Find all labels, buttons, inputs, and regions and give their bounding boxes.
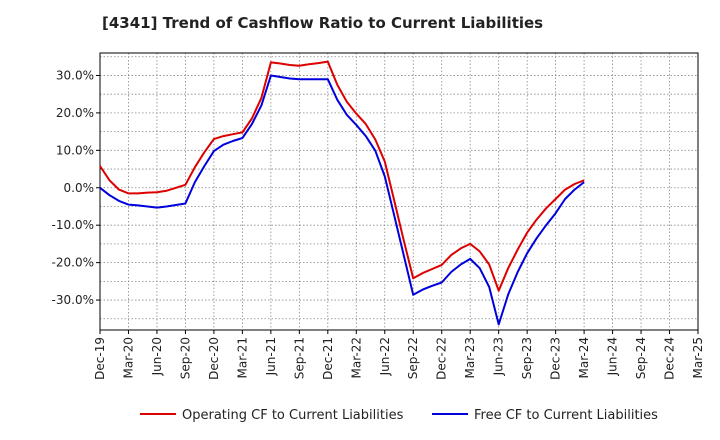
x-tick-label: Mar-21 — [235, 337, 249, 378]
x-tick-label: Jun-24 — [606, 337, 620, 376]
y-tick-label: 10.0% — [56, 143, 94, 157]
x-tick-label: Dec-19 — [93, 337, 107, 380]
legend: Operating CF to Current Liabilities Free … — [140, 408, 658, 423]
x-tick-label: Jun-21 — [264, 337, 278, 376]
legend-free-cf-label: Free CF to Current Liabilities — [474, 408, 658, 423]
x-tick-label: Jun-22 — [378, 337, 392, 376]
y-tick-label: 20.0% — [56, 106, 94, 120]
y-tick-label: -10.0% — [52, 218, 94, 232]
x-tick-label: Sep-22 — [406, 337, 420, 379]
x-tick-label: Dec-23 — [549, 337, 563, 380]
chart-title: [4341] Trend of Cashflow Ratio to Curren… — [102, 14, 544, 32]
y-tick-label: -30.0% — [52, 293, 94, 307]
free-cf-series-line — [99, 74, 585, 326]
series-layer — [99, 60, 585, 326]
legend-operating-cf-label: Operating CF to Current Liabilities — [182, 408, 404, 423]
x-tick-label: Sep-24 — [634, 337, 648, 379]
x-tick-label: Dec-20 — [207, 337, 221, 380]
grid-layer — [99, 53, 699, 330]
x-axis-ticks: Dec-19 Mar-20 Jun-20 Sep-20 Dec-20 Mar-21 Jun-… — [93, 330, 705, 380]
y-tick-label: -20.0% — [52, 256, 94, 270]
x-tick-label: Sep-21 — [292, 337, 306, 379]
x-tick-label: Jun-20 — [150, 337, 164, 376]
x-tick-label: Mar-22 — [349, 337, 363, 378]
x-tick-label: Jun-23 — [492, 337, 506, 376]
x-tick-label: Sep-23 — [520, 337, 534, 379]
y-tick-label: 0.0% — [64, 181, 95, 195]
x-tick-label: Dec-24 — [663, 337, 677, 380]
y-axis-ticks: 30.0% 20.0% 10.0% 0.0% -10.0% -20.0% -30.0% — [52, 68, 100, 307]
plot-area-background — [100, 53, 698, 330]
x-tick-label: Mar-25 — [691, 337, 705, 378]
x-tick-label: Sep-20 — [178, 337, 192, 379]
operating-cf-series-line — [99, 60, 585, 292]
y-tick-label: 30.0% — [56, 68, 94, 82]
x-tick-label: Mar-20 — [121, 337, 135, 378]
x-tick-label: Mar-23 — [463, 337, 477, 378]
x-tick-label: Dec-22 — [435, 337, 449, 380]
x-tick-label: Mar-24 — [577, 337, 591, 378]
plot-area-border — [99, 52, 699, 331]
x-tick-label: Dec-21 — [321, 337, 335, 380]
